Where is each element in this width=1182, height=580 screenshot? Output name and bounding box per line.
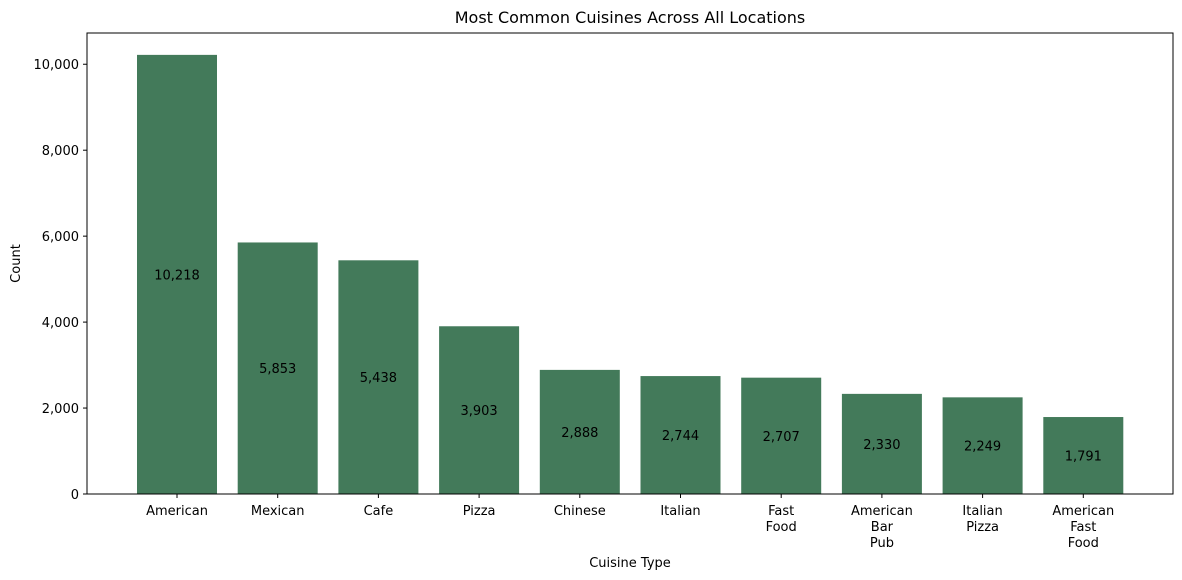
x-tick-label: Italian: [660, 504, 700, 519]
x-tick-label: Fast Food: [766, 504, 797, 535]
bar-value-label: 1,791: [1065, 450, 1102, 465]
y-tick-label: 10,000: [34, 58, 80, 73]
x-tick-label: American: [146, 504, 208, 519]
x-tick-label: Italian Pizza: [962, 504, 1002, 535]
x-tick-label: Mexican: [251, 504, 305, 519]
y-tick-label: 2,000: [42, 402, 79, 417]
bar: [439, 326, 520, 494]
bar-value-label: 2,744: [662, 429, 699, 444]
y-axis: 0 2,000 4,000 6,000 8,000 10,000: [34, 58, 87, 503]
y-tick-label: 8,000: [42, 144, 79, 159]
bar-value-label: 5,853: [259, 362, 296, 377]
x-tick-label: American Fast Food: [1052, 504, 1114, 551]
bar-value-label: 10,218: [154, 268, 200, 283]
bar: [741, 377, 822, 494]
y-tick-label: 6,000: [42, 230, 79, 245]
x-tick-label: American Bar Pub: [851, 504, 913, 551]
x-tick-label: Chinese: [554, 504, 606, 519]
bar: [640, 376, 721, 494]
bar: [539, 369, 620, 494]
bar: [338, 260, 419, 494]
chart-title: Most Common Cuisines Across All Location…: [455, 8, 806, 27]
bar-value-label: 2,249: [964, 440, 1001, 455]
bar: [137, 54, 217, 495]
bar: [841, 393, 922, 494]
bar-value-label: 5,438: [360, 371, 397, 386]
x-tick-label: Pizza: [463, 504, 496, 519]
x-axis: American Mexican Cafe Pizza Chinese Italian Fa…: [146, 494, 1114, 551]
bar-value-label: 3,903: [460, 404, 497, 419]
bar: [1043, 417, 1124, 494]
bar-value-label: 2,888: [561, 426, 598, 441]
x-axis-label: Cuisine Type: [589, 556, 671, 571]
y-tick-label: 0: [71, 488, 79, 503]
y-tick-label: 4,000: [42, 316, 79, 331]
x-tick-label: Cafe: [364, 504, 394, 519]
bars-group: [137, 54, 1124, 495]
y-axis-label: Count: [9, 244, 24, 283]
bar-value-label: 2,707: [763, 430, 800, 445]
bar: [237, 242, 318, 494]
value-labels-group: 10,218 5,853 5,438 3,903 2,888 2,744 2,707 2,33…: [154, 268, 1102, 464]
bar: [942, 397, 1023, 494]
plot-frame: [86, 32, 1174, 495]
bar-value-label: 2,330: [863, 438, 900, 453]
